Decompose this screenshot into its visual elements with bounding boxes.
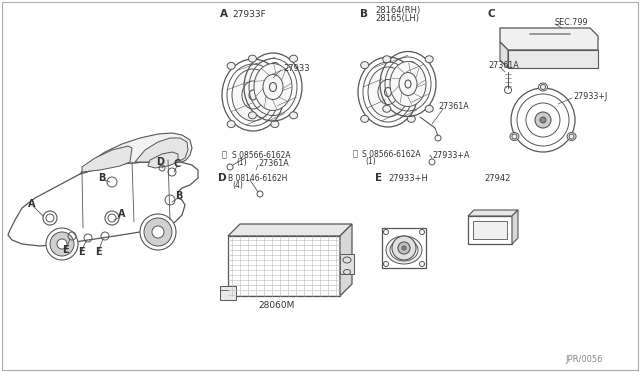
- Ellipse shape: [510, 132, 519, 141]
- Polygon shape: [508, 50, 598, 68]
- Ellipse shape: [289, 112, 298, 119]
- Ellipse shape: [254, 64, 292, 110]
- Ellipse shape: [227, 62, 235, 70]
- Text: B 08146-6162H: B 08146-6162H: [228, 173, 287, 183]
- Text: (1): (1): [236, 157, 247, 167]
- Circle shape: [392, 236, 416, 260]
- Ellipse shape: [538, 83, 547, 91]
- Text: 27942: 27942: [484, 173, 510, 183]
- Polygon shape: [468, 210, 518, 216]
- Ellipse shape: [425, 105, 433, 112]
- Text: 27361A: 27361A: [438, 102, 468, 110]
- Text: D: D: [218, 173, 227, 183]
- Text: E: E: [95, 247, 102, 257]
- Circle shape: [540, 117, 546, 123]
- Polygon shape: [80, 133, 192, 174]
- Text: (4): (4): [232, 180, 243, 189]
- Polygon shape: [340, 224, 352, 296]
- Polygon shape: [135, 138, 188, 162]
- Text: E: E: [375, 173, 382, 183]
- Ellipse shape: [425, 56, 433, 63]
- Polygon shape: [148, 152, 178, 168]
- Polygon shape: [468, 216, 512, 244]
- Polygon shape: [500, 28, 598, 50]
- Circle shape: [398, 242, 410, 254]
- Text: 27933+H: 27933+H: [388, 173, 428, 183]
- Polygon shape: [512, 210, 518, 244]
- Bar: [473, 221, 507, 239]
- Polygon shape: [500, 42, 508, 68]
- Text: 28060M: 28060M: [258, 301, 294, 310]
- Polygon shape: [8, 162, 198, 246]
- Text: 27933F: 27933F: [232, 10, 266, 19]
- Ellipse shape: [361, 62, 369, 68]
- Ellipse shape: [368, 67, 408, 117]
- Circle shape: [535, 112, 551, 128]
- Text: S 08566-6162A: S 08566-6162A: [362, 150, 420, 158]
- Ellipse shape: [232, 69, 274, 121]
- Ellipse shape: [289, 55, 298, 62]
- Circle shape: [46, 228, 78, 260]
- Polygon shape: [82, 146, 132, 172]
- Ellipse shape: [390, 61, 426, 106]
- Ellipse shape: [567, 132, 576, 141]
- Circle shape: [140, 214, 176, 250]
- Ellipse shape: [271, 121, 279, 128]
- Text: E: E: [62, 245, 68, 255]
- Text: JPR/0056: JPR/0056: [565, 356, 602, 365]
- Bar: [220, 286, 236, 300]
- Text: 27361A: 27361A: [258, 158, 289, 167]
- Text: A: A: [220, 9, 228, 19]
- Text: (1): (1): [365, 157, 376, 166]
- Circle shape: [152, 226, 164, 238]
- Ellipse shape: [361, 115, 369, 122]
- Ellipse shape: [383, 105, 391, 112]
- Text: 27933+J: 27933+J: [573, 92, 607, 100]
- Polygon shape: [228, 224, 352, 236]
- Text: E: E: [78, 247, 84, 257]
- Text: C: C: [174, 159, 181, 169]
- Text: 27933+A: 27933+A: [432, 151, 470, 160]
- Ellipse shape: [383, 56, 391, 63]
- Text: 27361A: 27361A: [488, 61, 519, 70]
- Text: 28165(LH): 28165(LH): [375, 13, 419, 22]
- Text: S 08566-6162A: S 08566-6162A: [232, 151, 291, 160]
- Circle shape: [402, 246, 406, 250]
- Bar: [340, 254, 354, 274]
- Text: A: A: [118, 209, 125, 219]
- Text: D: D: [156, 157, 164, 167]
- Text: 28164(RH): 28164(RH): [375, 6, 420, 15]
- Ellipse shape: [407, 115, 415, 122]
- Text: Ⓢ: Ⓢ: [353, 150, 358, 158]
- Ellipse shape: [390, 239, 418, 261]
- Circle shape: [57, 239, 67, 249]
- Text: B: B: [98, 173, 106, 183]
- Ellipse shape: [248, 112, 257, 119]
- Circle shape: [144, 218, 172, 246]
- Text: B: B: [175, 191, 182, 201]
- Text: C: C: [488, 9, 495, 19]
- Ellipse shape: [271, 62, 279, 70]
- Polygon shape: [228, 236, 340, 296]
- Ellipse shape: [227, 121, 235, 128]
- Polygon shape: [382, 228, 426, 268]
- Ellipse shape: [386, 236, 422, 264]
- Text: A: A: [28, 199, 35, 209]
- Circle shape: [50, 232, 74, 256]
- Text: Ⓢ: Ⓢ: [222, 151, 227, 160]
- Text: 27933: 27933: [283, 64, 310, 73]
- Text: SEC.799: SEC.799: [555, 17, 589, 26]
- Text: B: B: [360, 9, 368, 19]
- Ellipse shape: [407, 62, 415, 68]
- Ellipse shape: [248, 55, 257, 62]
